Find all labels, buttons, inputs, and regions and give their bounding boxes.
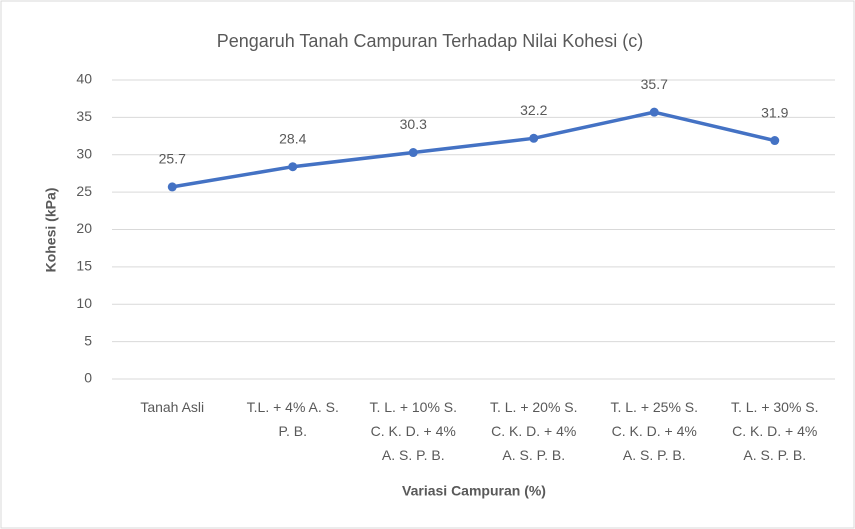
x-axis-title: Variasi Campuran (%) xyxy=(402,483,546,499)
data-point xyxy=(529,133,539,143)
y-tick-label: 30 xyxy=(76,145,92,161)
data-label: 25.7 xyxy=(159,151,186,167)
x-tick-label: T. L. + 25% S. C. K. D. + 4% A. S. P. B. xyxy=(610,399,698,463)
y-axis-title: Kohesi (kPa) xyxy=(43,188,59,273)
x-tick-label-line: T. L. + 10% S. xyxy=(369,399,457,415)
data-line xyxy=(171,110,776,189)
data-label: 30.3 xyxy=(400,116,427,132)
x-tick-label-line: C. K. D. + 4% xyxy=(491,423,576,439)
y-tick-label: 0 xyxy=(84,370,92,386)
data-point xyxy=(770,136,780,146)
data-point xyxy=(649,107,659,117)
data-label: 31.9 xyxy=(761,104,788,120)
data-label: 32.2 xyxy=(520,102,547,118)
y-tick-label: 40 xyxy=(76,71,92,87)
x-tick-label: T.L. + 4% A. S. P. B. xyxy=(247,399,339,439)
x-tick-label: T. L. + 20% S. C. K. D. + 4% A. S. P. B. xyxy=(490,399,578,463)
x-tick-label-line: Tanah Asli xyxy=(140,399,204,415)
y-tick-label: 35 xyxy=(76,108,92,124)
y-tick-label: 15 xyxy=(76,258,92,274)
x-tick-label: T. L. + 10% S. C. K. D. + 4% A. S. P. B. xyxy=(369,399,457,463)
x-tick-label-line: T. L. + 20% S. xyxy=(490,399,578,415)
x-tick-label-line: T. L. + 30% S. xyxy=(731,399,819,415)
x-tick-label-line: A. S. P. B. xyxy=(623,447,686,463)
x-tick-label-line: A. S. P. B. xyxy=(382,447,445,463)
x-tick-label-line: C. K. D. + 4% xyxy=(732,423,817,439)
x-tick-label-line: T.L. + 4% A. S. xyxy=(247,399,339,415)
y-tick-label: 5 xyxy=(84,332,92,348)
y-tick-label: 25 xyxy=(76,183,92,199)
data-label: 28.4 xyxy=(279,130,306,146)
x-tick-label-line: P. B. xyxy=(278,423,307,439)
chart-title: Pengaruh Tanah Campuran Terhadap Nilai K… xyxy=(217,31,644,51)
x-tick-label-line: A. S. P. B. xyxy=(502,447,565,463)
x-tick-label-line: C. K. D. + 4% xyxy=(371,423,456,439)
x-tick-label-line: C. K. D. + 4% xyxy=(612,423,697,439)
x-tick-label-line: A. S. P. B. xyxy=(743,447,806,463)
x-tick-label-line: T. L. + 25% S. xyxy=(610,399,698,415)
data-point xyxy=(167,182,177,192)
y-tick-label: 10 xyxy=(76,295,92,311)
data-point xyxy=(408,148,418,158)
data-label: 35.7 xyxy=(641,76,668,92)
x-tick-label: T. L. + 30% S. C. K. D. + 4% A. S. P. B. xyxy=(731,399,819,463)
data-point xyxy=(288,162,298,172)
x-tick-label: Tanah Asli xyxy=(140,399,204,415)
y-tick-label: 20 xyxy=(76,220,92,236)
